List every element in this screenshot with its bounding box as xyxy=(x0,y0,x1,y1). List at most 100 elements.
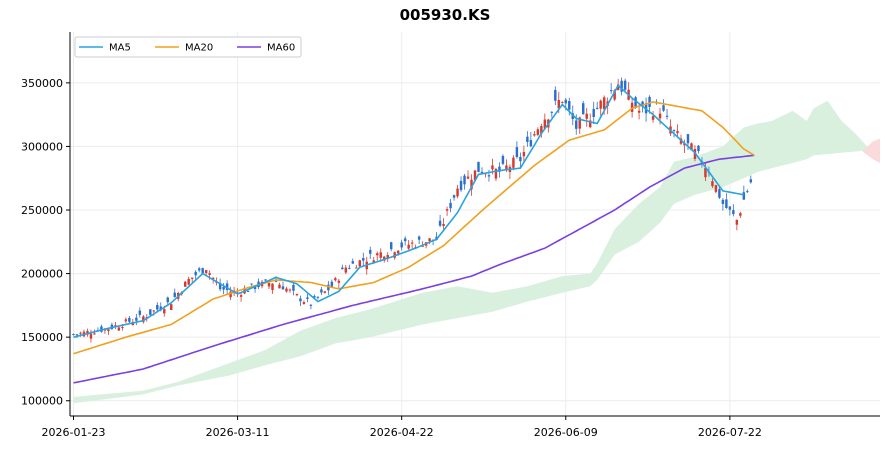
candle-137 xyxy=(550,111,554,118)
candle-body-18 xyxy=(135,317,138,321)
candle-8 xyxy=(100,324,103,333)
candle-body-129 xyxy=(522,151,526,157)
candle-body-88 xyxy=(379,252,382,258)
candle-body-131 xyxy=(529,140,533,147)
candle-158 xyxy=(623,78,627,92)
candle-165 xyxy=(648,95,651,114)
candle-36 xyxy=(197,266,201,273)
candle-16 xyxy=(128,315,131,324)
candle-body-165 xyxy=(648,96,651,107)
candle-body-152 xyxy=(602,97,606,110)
candle-body-38 xyxy=(204,270,208,273)
cloud-bullish xyxy=(73,100,880,404)
candle-body-150 xyxy=(595,107,599,109)
candle-body-127 xyxy=(515,147,519,158)
candle-body-177 xyxy=(690,143,693,151)
candle-body-109 xyxy=(452,195,456,198)
candle-body-144 xyxy=(575,120,578,129)
candle-body-100 xyxy=(421,245,424,247)
candle-body-74 xyxy=(330,281,334,287)
candle-body-1 xyxy=(75,334,79,336)
candle-87 xyxy=(376,251,379,261)
candle-189 xyxy=(732,204,735,217)
candle-body-73 xyxy=(327,284,330,291)
candle-body-12 xyxy=(114,325,117,327)
candle-body-48 xyxy=(239,295,243,297)
candle-body-130 xyxy=(526,136,529,142)
candle-24 xyxy=(156,302,159,312)
candle-body-133 xyxy=(536,129,540,135)
candle-188 xyxy=(728,206,732,216)
candle-18 xyxy=(135,313,138,326)
candle-body-97 xyxy=(410,242,414,244)
candle-body-172 xyxy=(672,130,676,132)
candle-33 xyxy=(187,276,190,286)
candle-body-116 xyxy=(477,161,480,172)
candle-190 xyxy=(735,219,739,231)
candle-body-34 xyxy=(190,277,194,279)
candle-body-81 xyxy=(355,267,358,269)
y-tick-label-1: 150000 xyxy=(21,331,63,344)
candle-133 xyxy=(536,127,540,137)
candle-body-94 xyxy=(400,242,403,248)
candle-body-123 xyxy=(501,155,505,164)
candle-99 xyxy=(417,235,421,245)
candle-166 xyxy=(651,111,655,123)
candle-body-78 xyxy=(344,267,348,273)
candle-117 xyxy=(480,167,484,175)
candle-29 xyxy=(173,288,176,298)
candle-body-185 xyxy=(718,189,721,198)
candle-73 xyxy=(327,280,330,295)
chart-title: 005930.KS xyxy=(399,6,491,24)
candle-body-68 xyxy=(309,304,313,306)
candle-body-105 xyxy=(438,220,442,226)
candle-3 xyxy=(82,329,86,338)
candle-body-145 xyxy=(578,117,581,129)
candle-42 xyxy=(218,278,222,292)
candle-90 xyxy=(386,252,389,262)
candle-body-102 xyxy=(428,238,431,242)
candle-body-52 xyxy=(253,286,257,289)
candle-114 xyxy=(470,174,473,196)
candle-body-90 xyxy=(386,255,389,259)
x-tick-label-2: 2026-04-22 xyxy=(370,426,434,439)
candle-body-113 xyxy=(466,176,470,179)
candle-body-156 xyxy=(616,84,620,91)
moving-average-layer xyxy=(73,84,755,384)
x-tick-label-4: 2026-07-22 xyxy=(698,426,762,439)
candle-55 xyxy=(264,279,267,282)
candle-175 xyxy=(683,139,686,153)
candle-body-151 xyxy=(599,100,602,109)
candle-11 xyxy=(110,322,114,330)
candle-body-55 xyxy=(264,279,267,281)
candle-body-83 xyxy=(362,258,365,261)
candle-body-10 xyxy=(107,329,110,331)
candle-body-155 xyxy=(613,90,616,100)
candle-193 xyxy=(746,189,749,193)
candle-body-162 xyxy=(637,110,641,113)
candle-body-60 xyxy=(281,286,285,290)
candle-130 xyxy=(526,131,529,147)
candle-138 xyxy=(554,86,557,106)
candle-body-115 xyxy=(473,170,477,181)
candle-body-134 xyxy=(540,126,543,134)
candle-body-86 xyxy=(372,260,375,264)
candle-126 xyxy=(512,155,515,171)
candle-75 xyxy=(334,276,337,282)
candle-78 xyxy=(344,264,348,275)
candle-body-148 xyxy=(588,120,592,128)
candle-body-37 xyxy=(201,268,204,274)
candle-body-168 xyxy=(658,113,662,119)
candle-body-45 xyxy=(229,291,232,298)
candle-body-184 xyxy=(714,185,718,192)
y-tick-label-4: 300000 xyxy=(21,140,63,153)
candle-15 xyxy=(124,317,128,324)
candle-110 xyxy=(456,184,459,199)
candle-body-188 xyxy=(728,206,732,210)
candle-body-139 xyxy=(557,99,561,109)
candle-body-67 xyxy=(306,297,309,299)
candle-body-95 xyxy=(403,238,407,242)
candle-body-193 xyxy=(746,191,749,193)
candle-body-71 xyxy=(320,289,323,293)
candle-body-64 xyxy=(295,294,299,296)
